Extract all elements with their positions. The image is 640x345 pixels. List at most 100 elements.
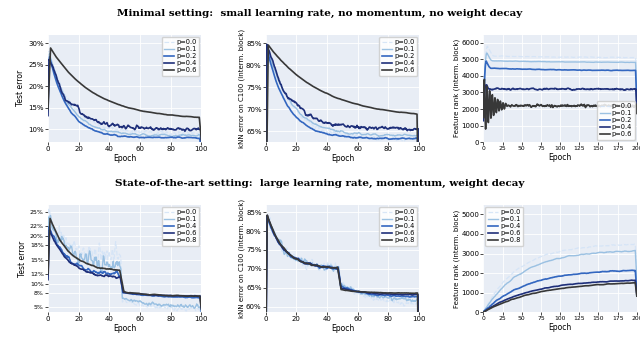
p=0.1 [45,215,52,219]
Line: p=0.0: p=0.0 [266,216,419,345]
p=0.4 [262,277,270,281]
p=0.0 [392,138,399,142]
p=0.1 [262,215,270,219]
Line: p=0.0: p=0.0 [483,46,637,108]
p=0.2 [401,137,409,141]
p=0.4 [563,273,570,277]
p=0.1 [401,296,409,300]
Line: p=0.6: p=0.6 [483,79,637,129]
Line: p=0.6: p=0.6 [266,215,419,345]
p=0.1 [633,276,640,280]
p=0.0 [45,207,53,211]
p=0.4 [45,245,52,249]
p=0.8 [571,285,579,289]
p=0.4 [138,125,146,129]
p=0.0 [45,73,52,77]
p=0.4 [174,295,182,299]
p=0.8 [136,292,143,296]
p=0.1 [554,60,561,64]
p=0.6 [353,289,361,294]
p=0.2 [571,68,579,72]
p=0.0 [354,290,362,295]
Line: p=0.1: p=0.1 [48,216,202,315]
p=0.8 [629,281,637,285]
p=0.1 [198,313,205,317]
p=0.4 [353,124,361,128]
p=0.1 [136,134,143,138]
p=0.2 [198,151,205,155]
p=0.4 [45,225,53,229]
p=0.1 [552,257,560,261]
p=0.4 [262,228,269,232]
p=0.0 [184,307,191,311]
p=0.4 [479,119,487,123]
p=0.6 [262,228,269,232]
p=0.6 [136,292,143,296]
p=0.1 [262,167,270,171]
p=0.4 [138,293,146,297]
p=0.1 [633,96,640,100]
p=0.0 [45,49,53,53]
p=0.4 [633,287,640,292]
p=0.0 [479,309,487,313]
p=0.1 [571,254,579,258]
p=0.2 [483,59,490,63]
Y-axis label: Feature rank (interm. block): Feature rank (interm. block) [453,209,460,307]
p=0.2 [633,100,640,104]
p=0.6 [44,278,52,282]
Legend: p=0.0, p=0.1, p=0.2, p=0.4, p=0.6: p=0.0, p=0.1, p=0.2, p=0.4, p=0.6 [162,37,199,76]
p=0.0 [44,251,52,255]
p=0.2 [415,256,423,260]
Y-axis label: Feature rank (interm. block): Feature rank (interm. block) [453,39,460,137]
p=0.0 [184,130,191,134]
p=0.2 [136,136,143,140]
Line: p=0.4: p=0.4 [266,216,419,345]
p=0.0 [356,292,364,296]
Text: Minimal setting:  small learning rate, no momentum, no weight decay: Minimal setting: small learning rate, no… [117,9,523,18]
p=0.0 [401,302,409,306]
p=0.4 [479,310,487,314]
p=0.6 [184,294,191,298]
p=0.0 [633,93,640,97]
X-axis label: Epoch: Epoch [113,154,136,163]
p=0.4 [415,199,423,203]
p=0.0 [552,250,560,254]
p=0.6 [392,292,399,296]
p=0.2 [605,68,613,72]
p=0.6 [138,109,146,113]
p=0.4 [554,87,561,91]
p=0.2 [553,68,561,72]
p=0.1 [354,131,362,136]
p=0.6 [354,289,362,294]
p=0.0 [45,208,52,212]
p=0.8 [174,294,182,298]
p=0.6 [401,110,409,115]
Line: p=0.6: p=0.6 [48,48,202,139]
p=0.4 [605,269,613,274]
p=0.0 [415,205,423,209]
p=0.1 [45,84,52,88]
p=0.1 [136,299,143,303]
p=0.4 [184,126,191,130]
p=0.8 [563,286,570,290]
p=0.2 [262,151,270,155]
p=0.4 [633,109,640,114]
Text: State-of-the-art setting:  large learning rate, momentum, weight decay: State-of-the-art setting: large learning… [115,179,525,188]
p=0.0 [629,243,637,247]
p=0.1 [354,289,362,294]
p=0.6 [264,43,272,47]
X-axis label: Epoch: Epoch [548,153,572,162]
p=0.1 [174,303,182,307]
p=0.0 [630,242,638,246]
p=0.0 [263,217,271,221]
p=0.2 [136,136,143,140]
p=0.6 [554,284,561,288]
p=0.6 [174,114,182,118]
p=0.6 [198,137,205,141]
Legend: p=0.0, p=0.1, p=0.2, p=0.4, p=0.6: p=0.0, p=0.1, p=0.2, p=0.4, p=0.6 [597,101,635,140]
p=0.2 [356,135,364,139]
Line: p=0.0: p=0.0 [266,45,419,230]
p=0.6 [628,278,636,282]
p=0.4 [554,274,561,278]
p=0.2 [264,47,271,51]
